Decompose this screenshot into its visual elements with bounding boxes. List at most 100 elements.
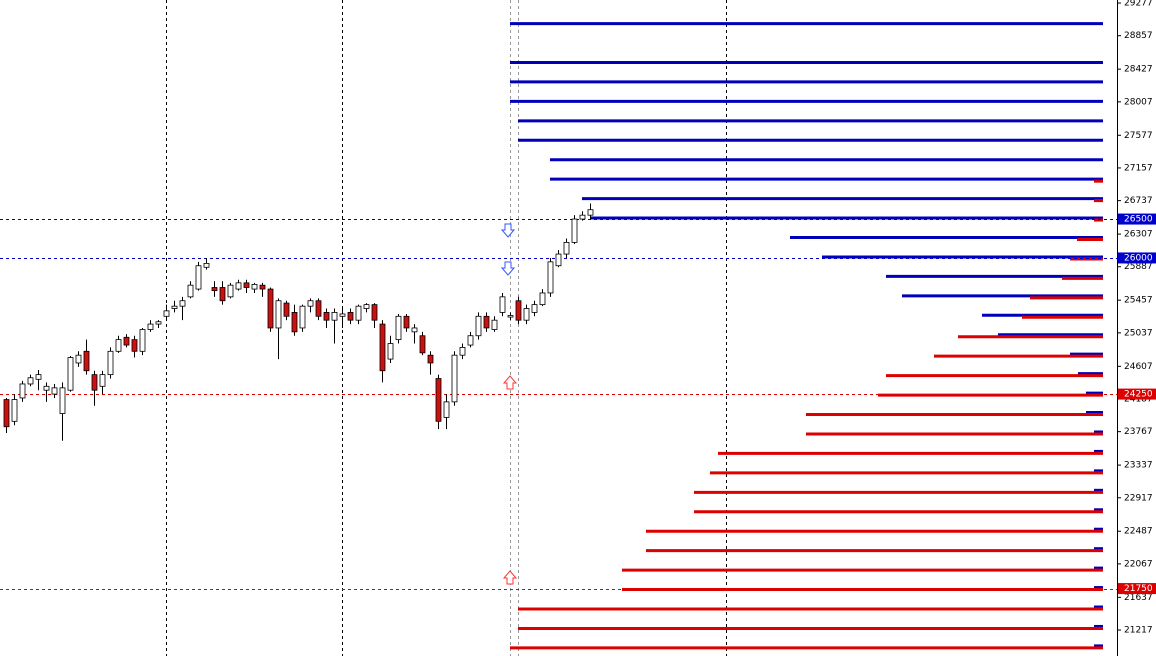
candle-body (515, 300, 522, 321)
y-tick-label: 28007 (1124, 97, 1153, 107)
candle-body (35, 374, 42, 380)
candle-body (3, 399, 10, 428)
candle-body (587, 209, 594, 216)
candle-body (435, 378, 442, 422)
candle-body (11, 399, 18, 422)
candle-body (531, 304, 538, 313)
candle-body (539, 292, 546, 306)
candle-body (43, 385, 50, 391)
candle-body (563, 241, 570, 255)
y-tick-label: 23767 (1124, 427, 1153, 437)
candle-body (115, 339, 122, 352)
y-tick-label: 27577 (1124, 131, 1153, 141)
candle-body (571, 218, 578, 243)
y-tick-label: 25887 (1124, 262, 1153, 272)
candle-body (195, 265, 202, 290)
candle-body (339, 313, 346, 317)
candle-body (467, 335, 474, 346)
candle-body (459, 347, 466, 356)
candle-body (419, 335, 426, 354)
candle-body (307, 300, 314, 307)
y-tick-label: 28857 (1124, 31, 1153, 41)
candle-body (155, 321, 162, 325)
candle-body (355, 305, 362, 321)
y-tick-label: 22067 (1124, 559, 1153, 569)
candle-body (179, 300, 186, 307)
candle-body (99, 374, 106, 387)
candle-body (219, 287, 226, 302)
candle-body (251, 283, 258, 290)
candle-body (19, 383, 26, 399)
candle-body (283, 302, 290, 317)
candle-body (331, 312, 338, 321)
y-tick-label: 22487 (1124, 527, 1153, 537)
y-tick-label: 27157 (1124, 163, 1153, 173)
candle-body (315, 300, 322, 317)
candle-body (275, 300, 282, 329)
candle-body (379, 323, 386, 372)
candle-body (451, 354, 458, 403)
candle-body (83, 350, 90, 372)
candle-body (387, 343, 394, 360)
candle-body (243, 282, 250, 288)
y-tick-label: 22917 (1124, 493, 1153, 503)
price-label-box (1118, 252, 1156, 264)
price-label-box (1118, 213, 1156, 225)
y-tick-label: 25037 (1124, 328, 1153, 338)
candle-body (299, 305, 306, 329)
candle-body (235, 282, 242, 290)
candle-body (123, 336, 130, 346)
up-arrow (502, 570, 518, 585)
y-tick-label: 24607 (1124, 362, 1153, 372)
candle-body (443, 401, 450, 418)
y-tick-label: 26307 (1124, 230, 1153, 240)
y-tick-label: 21637 (1124, 593, 1153, 603)
candle-body (139, 329, 146, 352)
up-arrow (502, 375, 518, 390)
y-tick-label: 21217 (1124, 626, 1153, 636)
candle-body (259, 284, 266, 290)
candle-body (499, 296, 506, 313)
y-tick-label: 28427 (1124, 65, 1153, 75)
vertical-grid (166, 0, 727, 656)
candle-body (187, 284, 194, 298)
candle-body (483, 315, 490, 329)
candle-body (579, 214, 586, 220)
candle-body (59, 387, 66, 414)
candle-body (507, 315, 514, 318)
candle-body (403, 315, 410, 329)
candle-body (107, 350, 114, 376)
candle-body (555, 253, 562, 267)
candle-body (91, 374, 98, 391)
price-label-box (1118, 583, 1156, 595)
candle-body (491, 319, 498, 330)
candle-body (131, 339, 138, 352)
candle-body (427, 354, 434, 364)
y-tick-label: 25457 (1124, 296, 1153, 306)
candle-body (363, 304, 370, 309)
candle-body (323, 312, 330, 321)
price-label: 24250 (1124, 390, 1153, 400)
candle-body (267, 288, 274, 329)
candle-body (523, 308, 530, 321)
candle-body (51, 387, 58, 395)
candle-body (147, 323, 154, 330)
candle-body (67, 357, 74, 391)
candle-body (347, 312, 354, 321)
candle-body (171, 305, 178, 309)
candle-body (411, 327, 418, 333)
candle-body (227, 284, 234, 298)
signal-arrows (500, 223, 518, 585)
candle-body (395, 315, 402, 341)
y-tick-label: 29277 (1124, 0, 1153, 9)
candle-body (547, 261, 554, 294)
candle-body (163, 310, 170, 317)
candle-body (475, 315, 482, 337)
candle-body (291, 312, 298, 333)
y-tick-label: 23337 (1124, 461, 1153, 471)
price-label: 21750 (1124, 584, 1153, 594)
down-arrow (500, 261, 516, 276)
candle-body (27, 377, 34, 385)
price-label: 26000 (1124, 253, 1153, 263)
